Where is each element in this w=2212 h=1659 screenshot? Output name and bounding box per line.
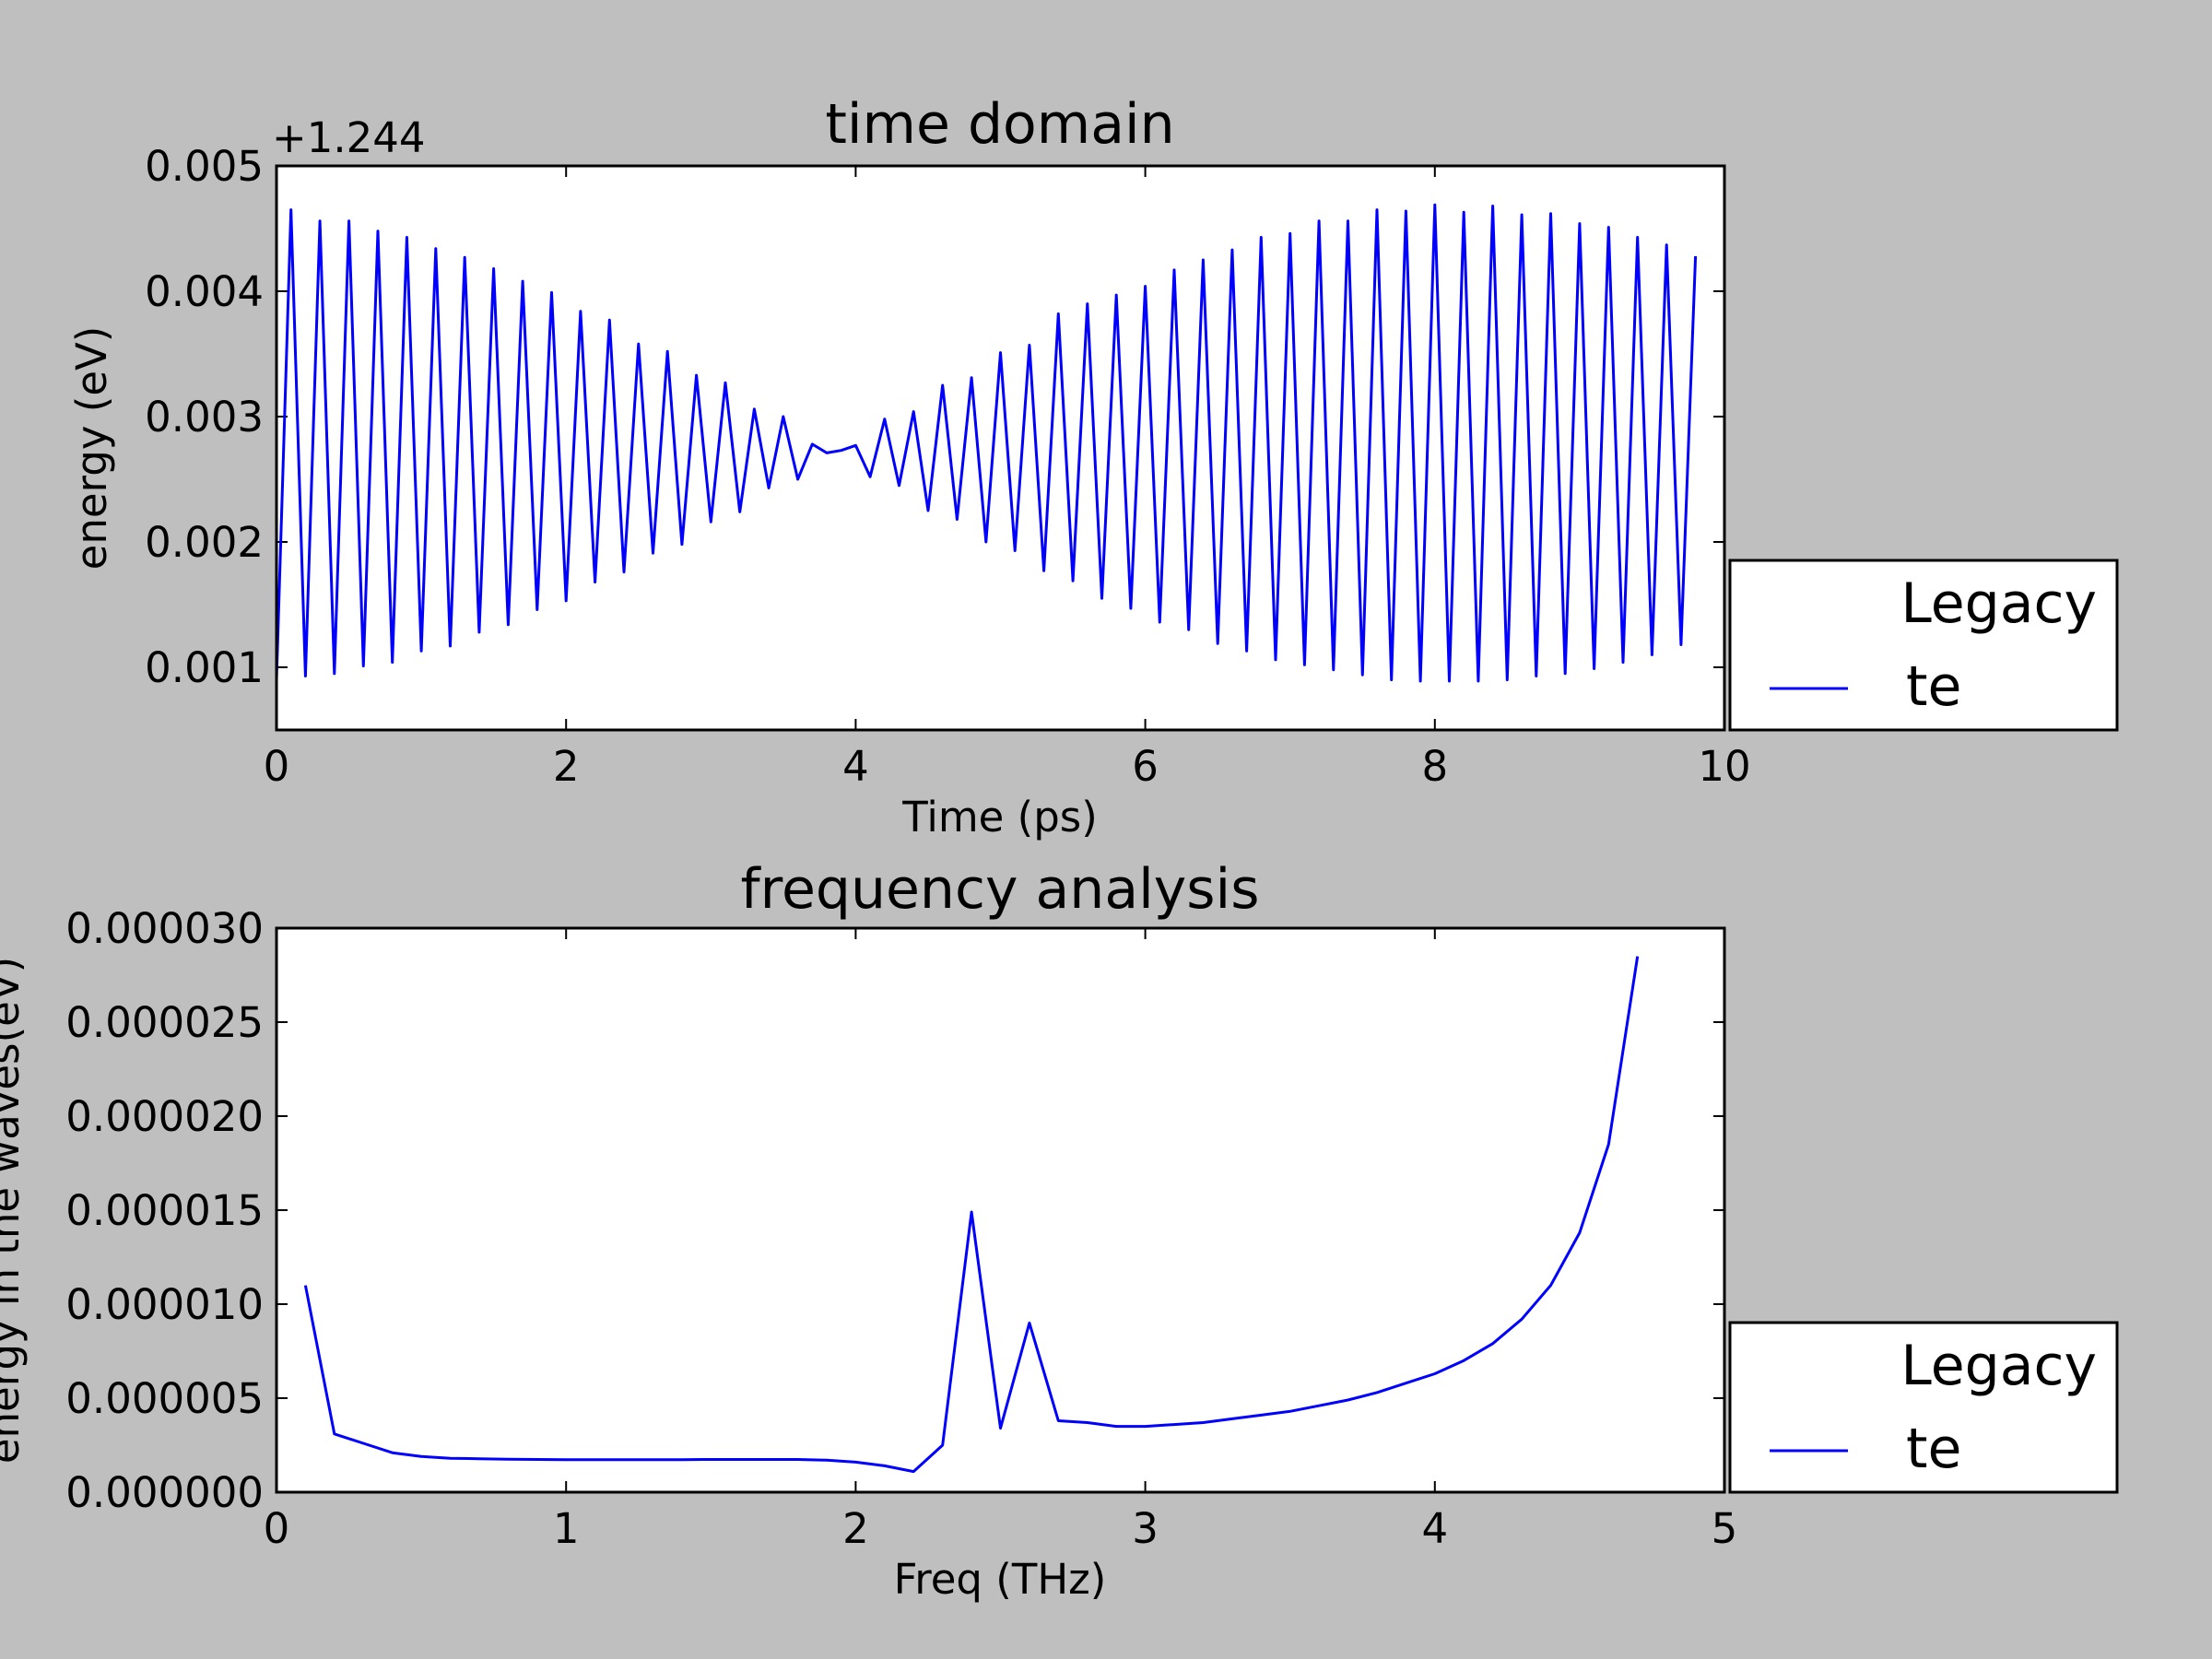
y-tick-label: 0.003 [145,393,264,441]
legend-title: Legacy [1900,571,2097,636]
x-tick-label: 10 [1698,742,1750,791]
series-line-te [303,956,1640,1474]
time-domain-chart: 0 2 4 6 8 10 0.001 0.002 0.003 0.004 0.005 time do… [67,92,2119,841]
x-tick-label: 2 [842,1504,869,1553]
plot-frame [275,926,1726,1494]
y-offset-label: +1.244 [272,113,426,162]
chart-title: frequency analysis [741,857,1260,922]
x-axis-label: Time (ps) [901,793,1098,841]
x-tick-label: 3 [1132,1504,1159,1553]
x-tick-label: 8 [1421,742,1448,791]
y-tick-label: 0.004 [145,267,264,316]
plot-frame [275,164,1726,732]
x-tick-label: 4 [842,742,869,791]
legend-box [1728,559,2119,732]
tick-layer: 0 2 4 6 8 10 0.001 0.002 0.003 0.004 0.005 [145,142,1750,791]
y-tick-label: 0.000020 [65,1092,264,1141]
legend: Legacy te [1728,1321,2119,1494]
plot-area [276,166,1724,730]
series-line-te [275,203,1698,683]
y-tick-label: 0.002 [145,518,264,567]
y-tick-label: 0.000025 [65,998,264,1047]
y-tick-label: 0.000030 [65,904,264,953]
legend-entry-te: te [1906,1417,1961,1481]
y-tick-label: 0.000010 [65,1280,264,1329]
legend: Legacy te [1728,559,2119,732]
frequency-analysis-chart: 0 1 2 3 4 5 0.000000 0.000005 0.000010 0.000015 0.… [0,857,2119,1604]
y-tick-label: 0.005 [145,142,264,191]
x-tick-label: 0 [264,1504,290,1553]
x-tick-label: 0 [264,742,290,791]
y-tick-label: 0.000005 [65,1374,264,1423]
x-tick-label: 1 [553,1504,580,1553]
legend-box [1728,1321,2119,1494]
tick-layer: 0 1 2 3 4 5 0.000000 0.000005 0.000010 0.000015 0.… [65,904,1737,1553]
chart-title: time domain [825,92,1174,157]
x-tick-label: 5 [1712,1504,1738,1553]
x-tick-label: 2 [553,742,580,791]
plot-area [276,928,1724,1492]
x-axis-label: Freq (THz) [894,1555,1107,1604]
y-axis-label: energy in the waves(eV) [0,957,29,1464]
legend-entry-te: te [1906,654,1961,719]
legend-title: Legacy [1900,1334,2097,1398]
x-tick-label: 6 [1132,742,1159,791]
y-axis-label: energy (eV) [67,326,116,571]
y-tick-label: 0.000000 [65,1468,264,1517]
y-tick-label: 0.001 [145,643,264,692]
x-tick-label: 4 [1421,1504,1448,1553]
y-tick-label: 0.000015 [65,1186,264,1235]
